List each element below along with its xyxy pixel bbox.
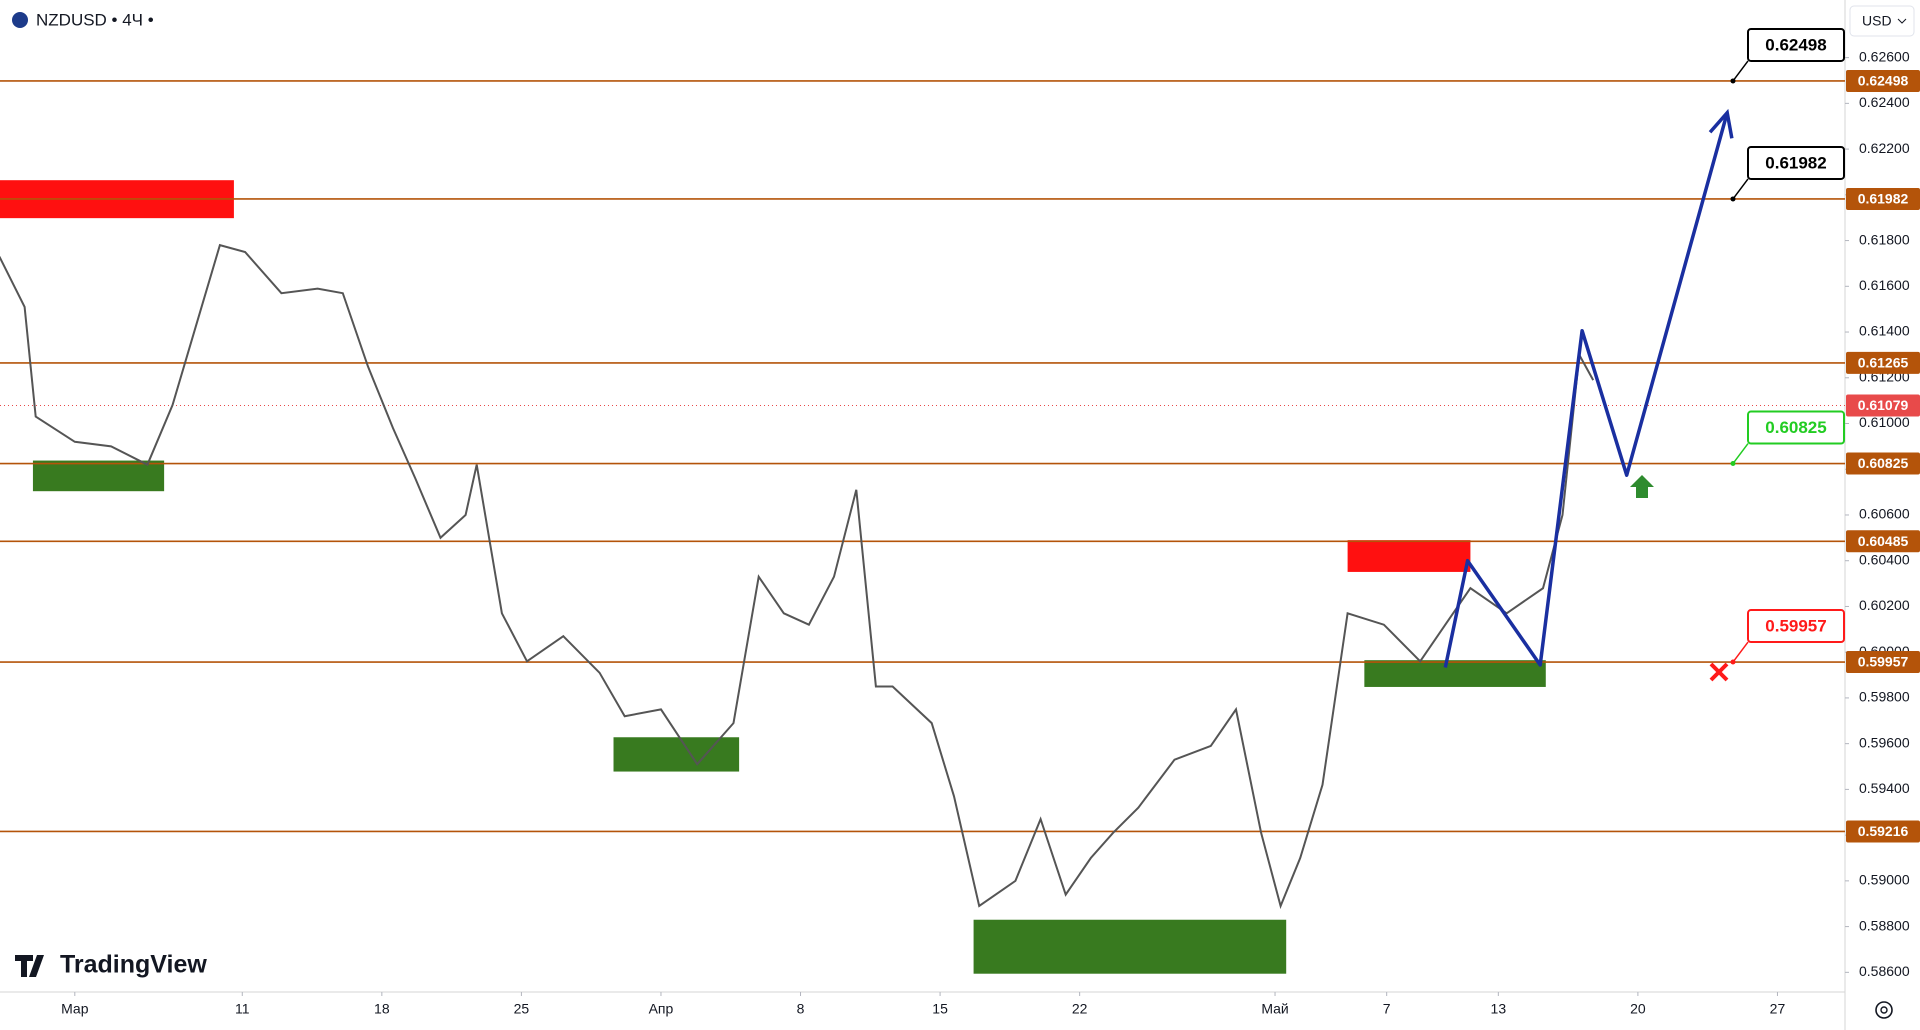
buy-arrow — [1630, 475, 1654, 498]
y-tick-label: 0.61800 — [1859, 231, 1910, 247]
level-label-bg — [1846, 351, 1920, 374]
projection-path — [1443, 112, 1729, 668]
x-tick-label: 15 — [932, 1001, 948, 1017]
y-tick-label: 0.58600 — [1859, 963, 1910, 979]
level-label: 0.60485 — [1858, 533, 1909, 549]
y-tick-label: 0.58800 — [1859, 917, 1910, 933]
projection-arrowhead — [1708, 108, 1734, 139]
callout-leader — [1732, 60, 1749, 82]
y-tick-label: 0.62200 — [1859, 140, 1910, 156]
y-tick-label: 0.59800 — [1859, 689, 1910, 705]
callout-box — [1747, 410, 1845, 445]
dropdown-arrow — [1897, 18, 1907, 24]
x-tick-label: 7 — [1383, 1001, 1391, 1017]
plot-layer: 0.626000.624000.622000.620000.618000.616… — [0, 27, 1920, 1017]
level-label: 0.61265 — [1858, 355, 1909, 371]
currency-selector[interactable]: USD — [1849, 5, 1915, 37]
y-tick-label: 0.61000 — [1859, 414, 1910, 430]
x-tick-label: 18 — [374, 1001, 390, 1017]
callout-anchor — [1730, 78, 1736, 84]
level-label: 0.59957 — [1858, 654, 1909, 670]
level-label: 0.59216 — [1858, 823, 1909, 839]
x-tick-label: 22 — [1072, 1001, 1088, 1017]
level-label-bg — [1846, 452, 1920, 475]
settings-button[interactable] — [1875, 1001, 1893, 1019]
y-tick-label: 0.62600 — [1859, 48, 1910, 64]
x-tick-label: 25 — [514, 1001, 530, 1017]
callout-leader — [1732, 641, 1749, 663]
y-tick-label: 0.59400 — [1859, 780, 1910, 796]
y-tick-label: 0.62400 — [1859, 94, 1910, 110]
price-line — [0, 243, 1595, 910]
level-label-bg — [1846, 530, 1920, 553]
zone — [613, 737, 740, 772]
callout-box — [1747, 609, 1845, 644]
zone — [32, 460, 165, 492]
callout-label: 0.61982 — [1765, 153, 1826, 172]
level-label-bg — [1846, 651, 1920, 674]
level-label: 0.62498 — [1858, 73, 1909, 89]
level-label: 0.60825 — [1858, 455, 1909, 471]
zone — [1347, 540, 1471, 572]
y-tick-label: 0.59600 — [1859, 734, 1910, 750]
brand-name: TradingView — [60, 951, 207, 979]
y-tick-label: 0.60200 — [1859, 597, 1910, 613]
x-tick-label: Апр — [649, 1001, 674, 1017]
x-tick-label: Май — [1261, 1001, 1288, 1017]
x-tick-label: 8 — [797, 1001, 805, 1017]
callout-label: 0.59957 — [1765, 617, 1826, 636]
callout-anchor — [1730, 196, 1736, 202]
currency-label: USD — [1862, 13, 1892, 29]
gear-icon — [1875, 1001, 1893, 1019]
y-tick-label: 0.61400 — [1859, 323, 1910, 339]
last-price-label: 0.61079 — [1858, 397, 1909, 413]
currency-box — [1849, 5, 1915, 37]
callout-anchor — [1730, 461, 1736, 467]
callout-anchor — [1730, 659, 1736, 665]
x-tick-label: 11 — [235, 1001, 250, 1017]
zone — [973, 919, 1287, 974]
last-price-label-bg — [1846, 394, 1920, 417]
symbol-title: NZDUSD • 4Ч • — [36, 10, 154, 29]
y-tick-label: 0.61600 — [1859, 277, 1910, 293]
level-label-bg — [1846, 820, 1920, 843]
stop-cross — [1709, 662, 1729, 682]
level-label: 0.61982 — [1858, 191, 1909, 207]
callout-leader — [1732, 178, 1749, 200]
x-tick-label: 27 — [1770, 1001, 1786, 1017]
x-tick-label: Мар — [61, 1001, 89, 1017]
zone — [1364, 660, 1546, 687]
logo-mark — [15, 955, 44, 977]
x-tick-label: 13 — [1491, 1001, 1507, 1017]
callout-leader — [1732, 443, 1749, 464]
callout-box — [1747, 27, 1845, 62]
callout-box — [1747, 145, 1845, 180]
x-tick-label: 20 — [1630, 1001, 1646, 1017]
y-tick-label: 0.60400 — [1859, 551, 1910, 567]
flag-icon — [12, 12, 28, 28]
callout-label: 0.60825 — [1765, 418, 1826, 437]
level-label-bg — [1846, 187, 1920, 210]
symbol-header[interactable]: NZDUSD • 4Ч • — [12, 10, 154, 29]
brand-logo: TradingView — [15, 951, 207, 979]
gear-center — [1880, 1006, 1888, 1014]
callout-label: 0.62498 — [1765, 35, 1826, 54]
y-tick-label: 0.59000 — [1859, 872, 1910, 888]
level-label-bg — [1846, 69, 1920, 92]
y-tick-label: 0.60600 — [1859, 506, 1910, 522]
